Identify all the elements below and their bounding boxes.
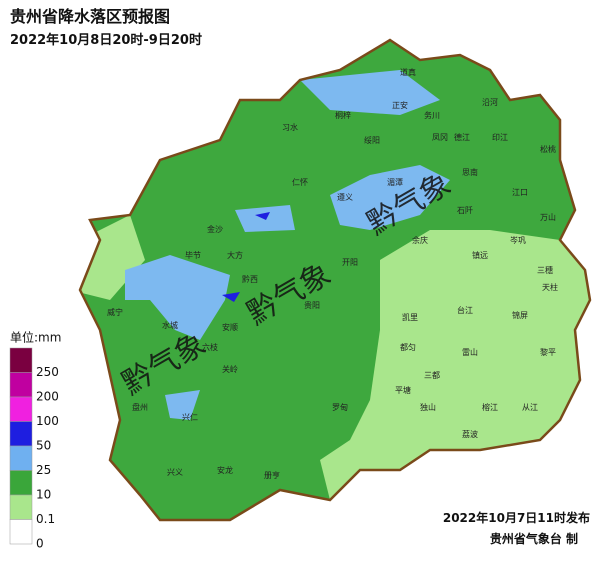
- place-label: 六枝: [202, 342, 218, 352]
- place-label: 石阡: [457, 206, 473, 215]
- legend: 单位:mm 250 200 100 50 25 10 0.1 0: [9, 330, 61, 551]
- place-label: 台江: [457, 305, 473, 315]
- legend-label: 0.1: [36, 512, 55, 526]
- place-label: 安顺: [222, 322, 238, 332]
- legend-swatch: [9, 470, 33, 496]
- legend-unit: 单位:mm: [10, 330, 61, 345]
- area-50: [255, 212, 270, 220]
- legend-label: 25: [36, 463, 51, 477]
- place-label: 正安: [392, 100, 408, 110]
- area-25: [330, 165, 450, 230]
- place-label: 盘州: [132, 402, 148, 412]
- place-label: 水城: [162, 320, 178, 330]
- place-label: 遵义: [337, 192, 353, 202]
- place-label: 习水: [282, 122, 298, 132]
- place-label: 兴义: [167, 468, 183, 477]
- legend-swatch: [9, 372, 33, 398]
- legend-swatch: [9, 494, 33, 520]
- area-50: [222, 292, 240, 302]
- area-0-1: [320, 230, 590, 500]
- legend-swatch: [9, 519, 33, 545]
- place-label: 威宁: [107, 307, 123, 317]
- place-label: 凤冈: [432, 133, 448, 142]
- place-label: 凯里: [402, 312, 418, 322]
- place-label: 天柱: [542, 282, 558, 292]
- place-label: 德江: [454, 132, 470, 142]
- place-label: 贵阳: [304, 300, 320, 310]
- legend-swatch: [9, 445, 33, 471]
- legend-swatch: [9, 421, 33, 447]
- place-label: 万山: [540, 212, 556, 222]
- title: 贵州省降水落区预报图: [10, 7, 170, 26]
- place-label: 松桃: [540, 144, 556, 154]
- place-label: 开阳: [342, 258, 358, 267]
- place-label: 册亨: [264, 470, 280, 480]
- province-border: [78, 38, 592, 522]
- place-label: 黔西: [242, 274, 258, 284]
- place-label: 三穗: [537, 265, 553, 275]
- place-label: 从江: [522, 403, 538, 412]
- place-label: 思南: [462, 167, 478, 177]
- place-label: 毕节: [185, 250, 201, 260]
- place-label: 金沙: [207, 224, 223, 234]
- producer: 贵州省气象台 制: [490, 531, 578, 546]
- place-label: 沿河: [482, 97, 498, 107]
- place-label: 湄潭: [387, 178, 403, 187]
- place-label: 兴仁: [182, 412, 198, 422]
- place-label: 岑巩: [510, 235, 526, 245]
- place-label: 大方: [227, 250, 243, 260]
- place-label: 绥阳: [364, 135, 380, 145]
- place-label: 锦屏: [512, 310, 528, 320]
- place-label: 仁怀: [292, 177, 308, 187]
- place-label: 关岭: [222, 364, 238, 374]
- place-label: 荔波: [462, 429, 478, 439]
- place-label: 榕江: [482, 402, 498, 412]
- place-label: 镇远: [472, 250, 488, 260]
- legend-label: 100: [36, 414, 59, 428]
- place-label: 余庆: [412, 235, 428, 245]
- legend-swatch: [9, 396, 33, 422]
- place-label: 安龙: [217, 465, 233, 475]
- area-25: [165, 390, 200, 420]
- legend-label: 250: [36, 365, 59, 379]
- area-25: [125, 255, 230, 340]
- place-label: 道真: [400, 67, 416, 77]
- place-label: 平塘: [395, 385, 411, 395]
- legend-swatch: [9, 347, 33, 373]
- place-label: 罗甸: [332, 402, 348, 412]
- place-label: 三都: [424, 371, 440, 380]
- place-label: 雷山: [462, 347, 478, 357]
- area-25: [300, 70, 440, 115]
- legend-label: 50: [36, 439, 51, 453]
- legend-label: 200: [36, 390, 59, 404]
- place-label: 都匀: [400, 342, 416, 352]
- place-label: 桐梓: [335, 110, 351, 120]
- place-label: 独山: [420, 402, 436, 412]
- place-label: 务川: [424, 110, 440, 120]
- legend-label: 10: [36, 488, 51, 502]
- place-label: 江口: [512, 188, 528, 197]
- issue-time: 2022年10月7日11时发布: [443, 510, 590, 525]
- subtitle: 2022年10月8日20时-9日20时: [10, 32, 202, 48]
- place-label: 印江: [492, 133, 508, 142]
- place-label: 黎平: [540, 347, 556, 357]
- legend-label: 0: [36, 537, 44, 551]
